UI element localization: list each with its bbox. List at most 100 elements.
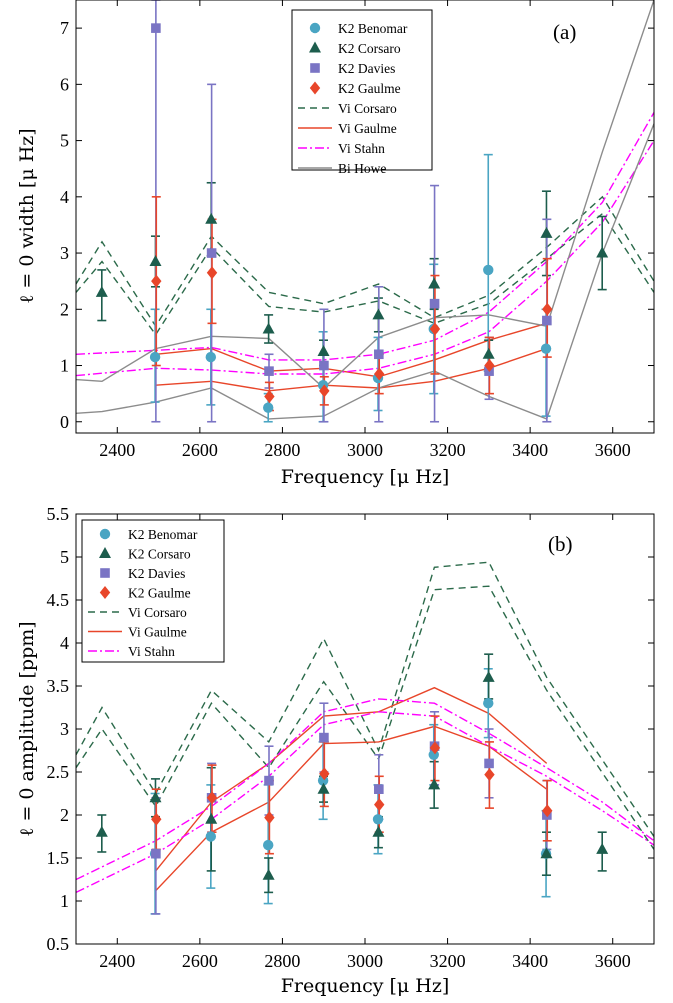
panel-a-x-tick-label: 2800	[264, 440, 300, 460]
panel-a-legend-k2-benomar-label: K2 Benomar	[338, 21, 408, 36]
panel-b-x-tick-label: 3000	[347, 951, 383, 971]
panel-b-y-tick-label: 2.5	[47, 762, 70, 782]
panel-a-k2-corsaro-point	[95, 285, 108, 297]
panel-b-y-tick-label: 1.5	[47, 848, 70, 868]
panel-b-x-tick-label: 3600	[595, 951, 631, 971]
panel-b-k2-corsaro-point	[372, 825, 385, 837]
panel-b-x-tick-label: 2800	[264, 951, 300, 971]
panel-a-x-tick-label: 3200	[430, 440, 466, 460]
panel-a-y-tick-label: 7	[60, 18, 69, 38]
panel-b-vi-corsaro-line-1	[76, 585, 654, 850]
panel-a-legend-vi-corsaro-label: Vi Corsaro	[338, 101, 397, 116]
panel-a-k2-davies-point	[374, 349, 384, 360]
panel-a-k2-gaulme-point	[206, 266, 218, 280]
panel-a-k2-benomar-point	[483, 264, 494, 276]
panel-a-legend-k2-corsaro-symbol	[309, 41, 321, 53]
panel-a-k2-gaulme-point	[374, 367, 385, 381]
panel-a-x-axis-label: Frequency [μ Hz]	[281, 466, 450, 488]
panel-a-k2-davies-point	[264, 366, 274, 376]
panel-b-legend-k2-corsaro-label: K2 Corsaro	[128, 547, 191, 562]
panel-b-marks	[76, 561, 654, 915]
panel-a-ticks: 2400 2600 2800 3000 3200 3400 3600 0 1 2 3 4 5 6 7	[60, 0, 654, 460]
panel-b-k2-gaulme-point	[206, 791, 218, 805]
panel-a-k2-benomar-point	[540, 343, 552, 354]
panel-a-legend: K2 Benomar K2 Corsaro K2 Davies K2 Gaulme Vi…	[291, 9, 433, 176]
panel-a-k2-davies-point	[151, 23, 161, 33]
panel-a-legend-vi-gaulme-label: Vi Gaulme	[338, 121, 397, 136]
panel-a-k2-corsaro-point	[262, 322, 275, 334]
panel-b-k2-corsaro-point	[149, 791, 162, 803]
panel-a-y-tick-label: 0	[60, 412, 69, 432]
panel-b-vi-gaulme-line-1	[155, 725, 548, 892]
panel-a-legend-k2-davies-symbol	[310, 63, 320, 73]
panel-a-x-tick-label: 2600	[182, 440, 218, 460]
panel-a-y-tick-label: 6	[60, 74, 69, 94]
panel-b-vi-stahn-line-1	[76, 711, 654, 894]
panel-a-vi-gaulme-line-0	[155, 322, 547, 378]
panel-a-legend-k2-benomar-symbol	[309, 22, 321, 34]
panel-b-k2-corsaro-point	[262, 868, 275, 880]
panel-a-y-tick-label: 5	[60, 131, 69, 151]
panel-a-y-axis-label: ℓ = 0 width [μ Hz]	[16, 128, 38, 303]
panel-a-k2-gaulme-point	[319, 384, 330, 398]
panel-b-legend-k2-corsaro-symbol	[99, 547, 111, 558]
panel-b-legend-vi-gaulme-label: Vi Gaulme	[128, 625, 187, 640]
panel-b-y-tick-label: 3	[60, 719, 69, 739]
panel-b-k2-corsaro-point	[482, 670, 495, 682]
panel-b-y-tick-label: 5	[60, 547, 69, 567]
panel-a-vi-corsaro-line-0	[76, 195, 654, 328]
panel-a-k2-gaulme-point	[264, 389, 275, 403]
panel-a-y-tick-label: 1	[60, 356, 69, 376]
panel-b-legend: K2 Benomar K2 Corsaro K2 Davies K2 Gaulme Vi…	[81, 519, 225, 663]
panel-b-k2-gaulme-point	[374, 798, 385, 812]
panel-b-label: (b)	[548, 532, 573, 556]
panel-a-vi-gaulme-line-1	[155, 347, 547, 392]
panel-a-legend-k2-gaulme-symbol	[309, 81, 321, 95]
panel-b-y-tick-label: 4	[60, 633, 69, 653]
panel-b-k2-corsaro-point	[540, 847, 553, 859]
panel-a-legend-k2-corsaro-label: K2 Corsaro	[338, 41, 401, 56]
panel-a-k2-davies-point	[542, 315, 552, 326]
panel-a-k2-davies-point	[429, 298, 440, 309]
panel-b-y-tick-label: 5.5	[47, 504, 70, 524]
panel-a-x-tick-label: 3600	[595, 440, 631, 460]
panel-a-x-tick-label: 2400	[99, 440, 135, 460]
panel-a-bi-howe-line-0	[76, 0, 654, 389]
panel-b-x-axis-label: Frequency [μ Hz]	[281, 975, 450, 997]
panel-a-k2-benomar-point	[205, 351, 217, 363]
panel-b-y-tick-label: 1	[60, 891, 69, 911]
panel-a-y-tick-label: 3	[60, 243, 69, 263]
panel-b-x-tick-label: 2600	[182, 951, 218, 971]
panel-b-k2-benomar-point	[205, 831, 217, 842]
panel-a-k2-gaulme-point	[151, 274, 162, 288]
panel-b-k2-corsaro-point	[596, 842, 609, 854]
panel-b-k2-benomar-point	[372, 814, 384, 825]
panel-a-vi-stahn-line-1	[76, 140, 654, 377]
panel-b-k2-davies-point	[264, 775, 274, 786]
panel-b-vi-gaulme-line-0	[155, 686, 548, 872]
panel-a-bi-howe-line-1	[76, 123, 654, 420]
panel-b-vi-stahn-line-0	[76, 698, 654, 881]
panel-a-k2-corsaro-point	[596, 246, 609, 258]
panel-b-y-axis-label: ℓ = 0 amplitude [ppm]	[16, 621, 38, 836]
panel-b-k2-corsaro-point	[317, 782, 330, 794]
panel-b-y-tick-label: 3.5	[47, 676, 70, 696]
panel-a-y-tick-label: 4	[60, 187, 69, 207]
panel-b-legend-vi-stahn-label: Vi Stahn	[128, 644, 175, 659]
panel-a-k2-corsaro-point	[205, 212, 218, 224]
panel-a-legend-vi-stahn-label: Vi Stahn	[338, 141, 385, 156]
panel-b-y-tick-label: 2	[60, 805, 69, 825]
panel-a-k2-benomar-point	[263, 402, 274, 413]
panel-b-k2-corsaro-point	[428, 778, 441, 790]
panel-b-legend-k2-benomar-label: K2 Benomar	[128, 527, 198, 542]
panel-b-x-tick-label: 3400	[512, 951, 548, 971]
panel-a-k2-davies-point	[206, 248, 217, 258]
panel-a-vi-stahn-line-0	[76, 112, 654, 361]
panel-a-k2-gaulme-point	[484, 359, 495, 373]
panel-a-legend-k2-gaulme-label: K2 Gaulme	[338, 81, 401, 96]
panel-a-vi-corsaro-line-1	[76, 212, 654, 336]
panel-b-legend-k2-gaulme-symbol	[99, 586, 111, 599]
panel-b-k2-davies-point	[319, 732, 329, 743]
panel-a-k2-gaulme-point	[429, 322, 441, 336]
